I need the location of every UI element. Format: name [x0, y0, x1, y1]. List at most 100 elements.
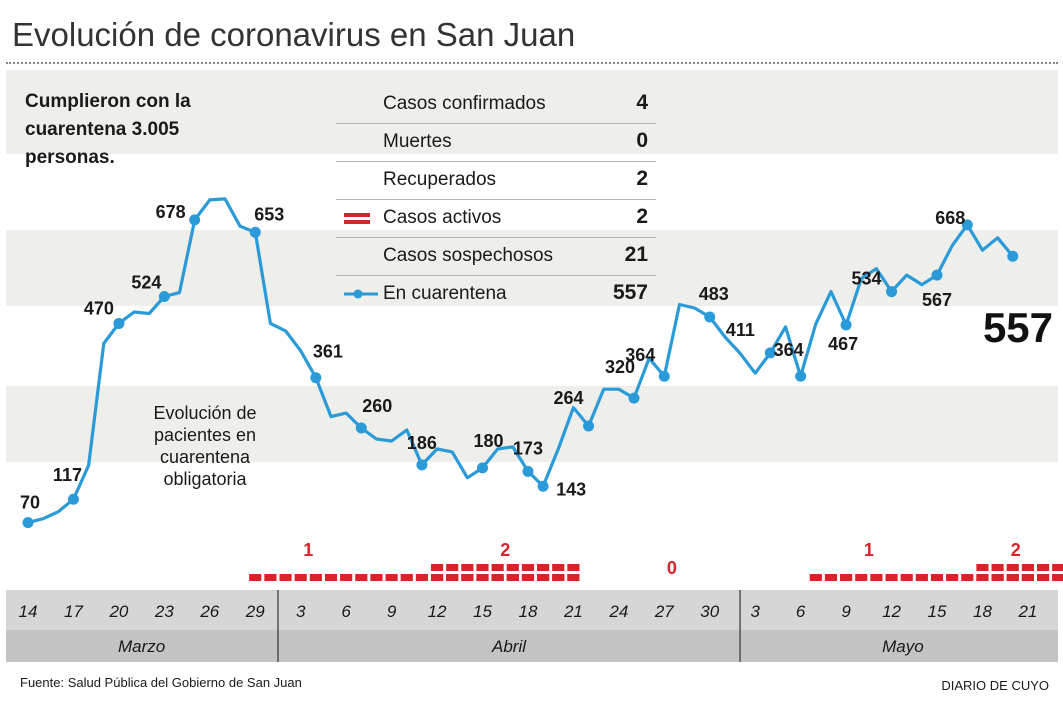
source-footer: Fuente: Salud Pública del Gobierno de Sa…: [20, 675, 302, 690]
data-point-label: 186: [407, 433, 437, 453]
active-case-bar: [370, 574, 383, 581]
active-case-count-label: 0: [667, 558, 677, 578]
active-case-bar: [476, 564, 489, 571]
data-point-marker: [522, 465, 534, 477]
data-point-label: 678: [156, 202, 186, 222]
data-point-marker: [113, 317, 125, 329]
active-case-bar: [1021, 574, 1034, 581]
active-case-bar: [1006, 574, 1019, 581]
active-case-bar: [946, 574, 959, 581]
data-point-label: 364: [625, 345, 655, 365]
active-case-bar: [430, 564, 444, 571]
data-point-label: 524: [131, 273, 161, 293]
data-point-label: 653: [254, 204, 284, 224]
active-case-bar: [355, 574, 368, 581]
x-tick-label: 14: [19, 602, 38, 621]
active-case-bar: [446, 564, 459, 571]
data-point-label: 483: [699, 284, 729, 304]
active-case-count-label: 2: [1011, 540, 1021, 560]
x-tick-label: 12: [882, 602, 901, 621]
active-case-bar: [537, 574, 550, 581]
active-case-bar: [340, 574, 353, 581]
active-case-bar: [506, 564, 519, 571]
active-case-bar: [552, 564, 565, 571]
active-case-bar: [915, 574, 928, 581]
data-point-label: 264: [554, 388, 584, 408]
active-case-bar: [430, 574, 444, 581]
active-case-bar: [461, 574, 474, 581]
active-case-bar: [991, 564, 1004, 571]
active-case-bar: [567, 564, 580, 571]
active-case-bar: [521, 574, 535, 581]
x-tick-label: 15: [473, 602, 492, 621]
x-tick-label: 18: [518, 602, 537, 621]
data-point-label: 534: [852, 269, 882, 289]
x-tick-label: 12: [428, 602, 447, 621]
active-case-bar: [1036, 574, 1050, 581]
active-case-bar: [446, 574, 459, 581]
active-case-bar: [824, 574, 838, 581]
data-point-marker: [961, 219, 973, 231]
active-case-bar: [400, 574, 413, 581]
data-point-label: 467: [828, 334, 858, 354]
data-point-label: 173: [513, 438, 543, 458]
data-point-marker: [764, 347, 776, 359]
x-tick-label: 15: [928, 602, 947, 621]
active-case-bar: [461, 564, 474, 571]
month-label: Mayo: [882, 637, 924, 656]
active-case-bar: [840, 574, 853, 581]
active-case-bar: [491, 574, 504, 581]
x-tick-label: 20: [108, 602, 128, 621]
legend-value: 2: [636, 205, 648, 228]
active-case-bar: [855, 574, 868, 581]
legend-label: Casos sospechosos: [383, 245, 554, 266]
active-case-bar: [991, 574, 1004, 581]
background-band: [6, 386, 1058, 462]
legend-value: 4: [636, 91, 648, 114]
x-tick-label: 6: [796, 602, 806, 621]
active-case-bar: [309, 574, 322, 581]
active-case-bar: [552, 574, 565, 581]
x-tick-label: 27: [654, 602, 674, 621]
data-point-label: 567: [922, 290, 952, 310]
legend-label: Muertes: [383, 131, 452, 152]
data-point-marker: [886, 286, 898, 298]
data-point-marker: [355, 422, 367, 434]
data-point-marker: [310, 372, 322, 384]
active-case-bar: [264, 574, 277, 581]
x-tick-label: 9: [841, 602, 851, 621]
title-divider: [6, 62, 1058, 64]
active-case-bar: [385, 574, 398, 581]
x-tick-label: 3: [296, 602, 306, 621]
data-point-label: 361: [313, 342, 343, 362]
data-point-marker: [416, 459, 428, 471]
data-point-marker: [658, 370, 670, 382]
data-point-marker: [1007, 250, 1019, 262]
data-point-marker: [158, 291, 170, 303]
quarantine-total-note: Cumplieron con la cuarentena 3.005 perso…: [25, 91, 191, 168]
x-tick-label: 17: [64, 602, 83, 621]
active-cases-swatch: [344, 213, 370, 224]
active-case-bar: [809, 574, 822, 581]
legend-row: Recuperados 2: [336, 162, 656, 200]
active-case-bar: [249, 574, 262, 581]
active-case-bar: [279, 574, 292, 581]
active-case-bar: [324, 574, 338, 581]
active-case-bar: [900, 574, 913, 581]
data-point-marker: [628, 392, 640, 404]
data-point-label: 668: [935, 208, 965, 228]
active-case-bar: [1052, 574, 1063, 581]
legend-value: 2: [636, 167, 648, 190]
x-tick-label: 23: [154, 602, 174, 621]
data-point-marker: [67, 493, 79, 505]
active-case-bar: [976, 574, 989, 581]
active-case-count-label: 2: [500, 540, 510, 560]
x-tick-label: 21: [563, 602, 583, 621]
active-case-bar: [1036, 564, 1050, 571]
x-tick-label: 30: [700, 602, 719, 621]
legend-label: Casos activos: [383, 207, 502, 228]
series-description: Evolución de pacientes en cuarentena obl…: [153, 403, 257, 489]
data-point-marker: [931, 269, 943, 281]
active-case-bar: [415, 574, 428, 581]
